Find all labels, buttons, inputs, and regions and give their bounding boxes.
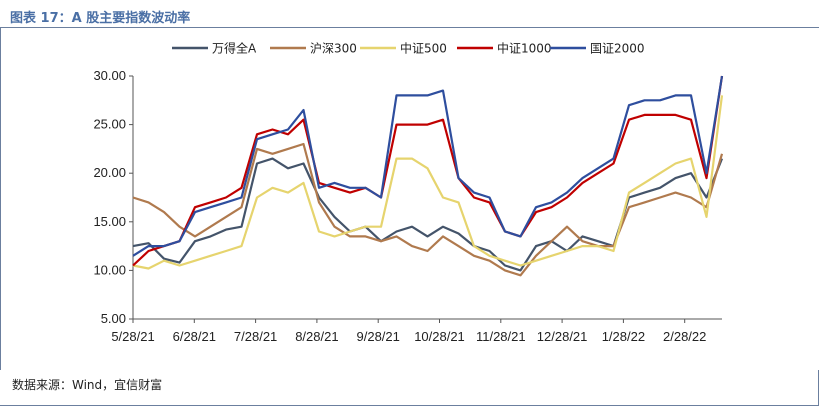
chart-legend: 万得全A 沪深300 中证500 中证1000 国证2000 <box>172 41 645 56</box>
x-tick-label: 2/28/22 <box>663 329 706 344</box>
chart-axes: 5.00 10.00 15.00 20.00 25.00 30.00 5/28/21 6/28… <box>93 68 722 344</box>
series-line-3 <box>132 75 724 267</box>
legend-label-0: 万得全A <box>212 41 257 56</box>
y-tick-label: 5.00 <box>101 311 126 326</box>
y-tick-label: 20.00 <box>93 165 126 180</box>
x-tick-label: 9/28/21 <box>357 329 400 344</box>
legend-label-4: 国证2000 <box>590 42 645 56</box>
series-line-1 <box>132 142 724 277</box>
x-tick-label: 11/28/21 <box>476 329 526 344</box>
y-tick-label: 30.00 <box>93 68 126 83</box>
legend-label-1: 沪深300 <box>310 42 357 56</box>
x-tick-label: 5/28/21 <box>111 329 154 344</box>
x-tick-label: 8/28/21 <box>295 329 338 344</box>
legend-label-3: 中证1000 <box>497 41 552 56</box>
left-border <box>0 28 1 370</box>
x-tick-label: 1/28/22 <box>602 329 645 344</box>
x-tick-label: 12/28/21 <box>537 329 588 344</box>
top-rule <box>0 27 819 28</box>
y-tick-label: 25.00 <box>93 117 126 132</box>
x-tick-label: 6/28/21 <box>173 329 216 344</box>
x-tick-label: 10/28/21 <box>414 329 465 344</box>
series-line-2 <box>132 95 724 270</box>
x-tick-label: 7/28/21 <box>234 329 277 344</box>
data-source: 数据来源：Wind，宜信财富 <box>12 378 163 392</box>
y-tick-label: 10.00 <box>93 262 126 277</box>
series-line-4 <box>132 75 724 257</box>
series-line-0 <box>132 157 724 272</box>
chart-series <box>132 75 724 277</box>
bottom-rule <box>0 405 819 406</box>
y-tick-label: 15.00 <box>93 214 126 229</box>
chart-title: 图表 17：A 股主要指数波动率 <box>10 11 191 26</box>
legend-label-2: 中证500 <box>400 41 447 56</box>
